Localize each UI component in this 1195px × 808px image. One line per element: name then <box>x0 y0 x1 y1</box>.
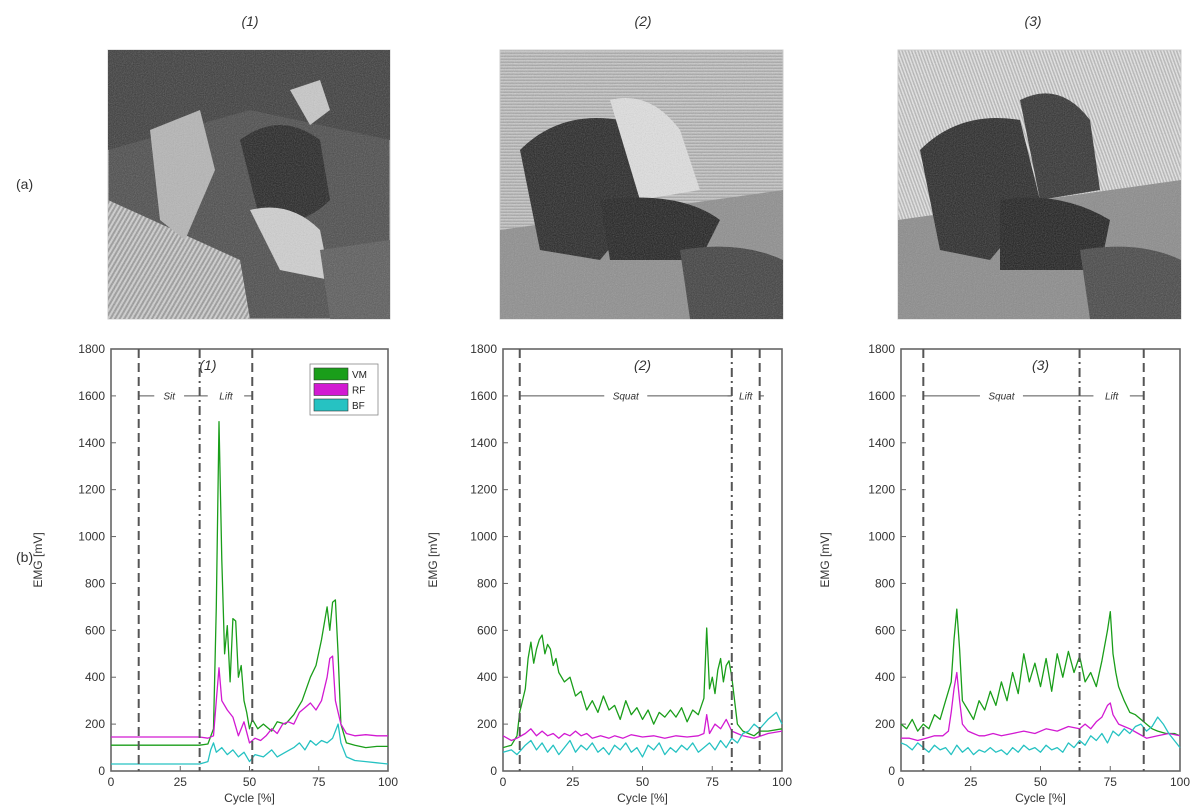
y-tick-label: 400 <box>875 670 895 684</box>
phase-label: Sit <box>163 391 176 402</box>
series-line-rf <box>901 671 1181 742</box>
series-line-vm <box>900 608 1181 737</box>
chart-panel-3: 0 200 400 600 800 1000 1200 1400 1600 1800 0 25 50 75… <box>818 342 1190 805</box>
y-tick-label: 200 <box>875 717 895 731</box>
y-tick-label: 1800 <box>470 342 497 356</box>
chart-panel-1: 0 200 400 600 800 1000 1200 1400 1600 1800 0 25 50 75… <box>31 342 398 805</box>
y-tick-label: 1600 <box>78 389 105 403</box>
y-tick-label: 0 <box>888 764 895 778</box>
legend-label-vm: VM <box>352 370 367 381</box>
photo-3 <box>897 49 1182 320</box>
column-title-1: (1) <box>241 13 258 29</box>
x-tick-label: 50 <box>1034 775 1048 789</box>
x-tick-label: 100 <box>1170 775 1190 789</box>
chart-panel-2: 0 200 400 600 800 1000 1200 1400 1600 1800 0 25 50 75… <box>426 342 792 805</box>
legend-label-bf: BF <box>352 401 365 412</box>
y-tick-label: 800 <box>477 576 497 590</box>
y-tick-label: 1600 <box>470 389 497 403</box>
phase-label: Squat <box>988 391 1015 402</box>
legend-label-rf: RF <box>352 386 365 397</box>
y-tick-label: 800 <box>85 576 105 590</box>
row-label-a: (a) <box>16 176 33 192</box>
photo-2 <box>499 49 784 320</box>
plot-area <box>110 348 389 772</box>
series-line-vm <box>502 627 783 749</box>
legend-swatch-vm <box>313 367 349 381</box>
phase-label: Lift <box>739 391 754 402</box>
series-line-bf <box>502 711 783 758</box>
y-tick-label: 1400 <box>78 436 105 450</box>
x-tick-label: 25 <box>964 775 978 789</box>
y-tick-label: 400 <box>477 670 497 684</box>
series-line-bf <box>111 723 389 765</box>
legend-swatch-bf <box>313 398 349 412</box>
y-tick-label: 1600 <box>868 389 895 403</box>
plot-area <box>900 348 1181 772</box>
y-tick-label: 200 <box>477 717 497 731</box>
chart-inner-title: (2) <box>634 357 651 373</box>
series-line-rf <box>502 714 783 742</box>
legend-swatch-rf <box>313 383 349 396</box>
column-title-2: (2) <box>634 13 651 29</box>
y-tick-label: 400 <box>85 670 105 684</box>
y-tick-label: 1200 <box>78 483 105 497</box>
y-tick-label: 1800 <box>78 342 105 356</box>
photo-1 <box>107 49 391 320</box>
series-line-vm <box>111 421 388 749</box>
y-tick-label: 600 <box>875 623 895 637</box>
x-axis-label: Cycle [%] <box>1015 791 1066 805</box>
phase-label: Lift <box>1105 391 1120 402</box>
y-tick-label: 1000 <box>470 530 497 544</box>
x-tick-label: 100 <box>378 775 398 789</box>
y-tick-label: 1200 <box>868 483 895 497</box>
row-label-b: (b) <box>16 549 33 565</box>
chart-inner-title: (1) <box>199 357 216 373</box>
y-tick-label: 600 <box>477 623 497 637</box>
chart-inner-title: (3) <box>1032 357 1049 373</box>
x-tick-label: 75 <box>706 775 720 789</box>
y-axis-label: EMG [mV] <box>818 532 832 587</box>
phase-label: Lift <box>219 391 234 402</box>
y-axis-label: EMG [mV] <box>31 532 45 587</box>
x-axis-label: Cycle [%] <box>617 791 668 805</box>
x-tick-label: 25 <box>566 775 580 789</box>
y-tick-label: 1800 <box>868 342 895 356</box>
y-tick-label: 0 <box>98 764 105 778</box>
y-tick-label: 800 <box>875 576 895 590</box>
y-tick-label: 1000 <box>78 530 105 544</box>
y-tick-label: 0 <box>490 764 497 778</box>
y-tick-label: 200 <box>85 717 105 731</box>
x-tick-label: 100 <box>772 775 792 789</box>
legend: VM RF BF <box>309 363 379 416</box>
x-tick-label: 75 <box>1104 775 1118 789</box>
phase-label: Squat <box>613 391 640 402</box>
x-tick-label: 50 <box>636 775 650 789</box>
x-tick-label: 0 <box>108 775 115 789</box>
x-axis-label: Cycle [%] <box>224 791 275 805</box>
y-tick-label: 1200 <box>470 483 497 497</box>
y-axis-label: EMG [mV] <box>426 532 440 587</box>
y-tick-label: 1000 <box>868 530 895 544</box>
x-tick-label: 75 <box>312 775 326 789</box>
series-line-bf <box>900 716 1181 756</box>
x-tick-label: 25 <box>174 775 188 789</box>
x-tick-label: 0 <box>898 775 905 789</box>
plot-area <box>502 348 783 772</box>
column-title-3: (3) <box>1024 13 1041 29</box>
y-tick-label: 1400 <box>470 436 497 450</box>
x-tick-label: 50 <box>243 775 257 789</box>
y-tick-label: 1400 <box>868 436 895 450</box>
series-line-rf <box>111 655 388 744</box>
x-tick-label: 0 <box>500 775 507 789</box>
y-tick-label: 600 <box>85 623 105 637</box>
